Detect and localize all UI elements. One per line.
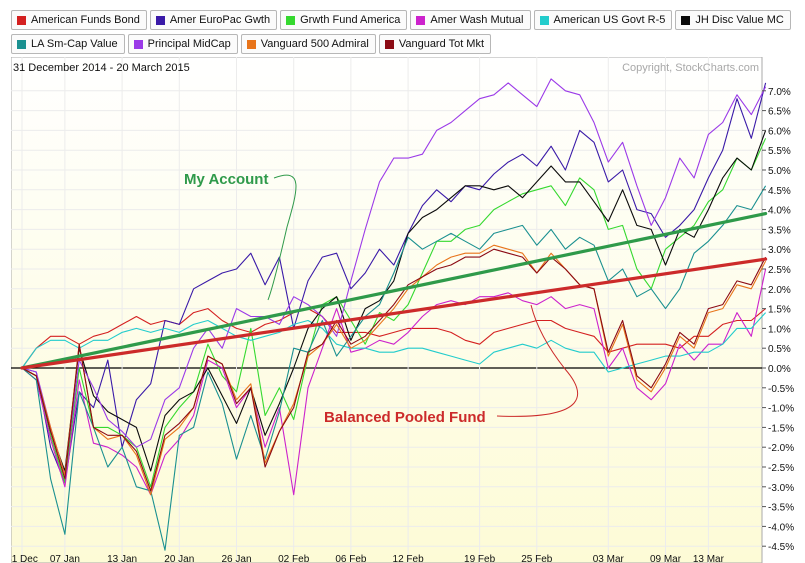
legend-label: Vanguard Tot Mkt — [398, 38, 485, 50]
legend-swatch — [133, 39, 143, 49]
annotation-connector — [496, 304, 578, 417]
y-tick-label: 5.0% — [768, 166, 791, 177]
legend-item[interactable]: American US Govt R-5 — [533, 10, 673, 30]
legend-label: Principal MidCap — [147, 38, 231, 50]
legend-label: Vanguard 500 Admiral — [260, 38, 369, 50]
legend-swatch — [416, 15, 426, 25]
legend: American Funds Bond Amer EuroPac Gwth Grwt… — [0, 0, 805, 58]
y-tick-label: -1.0% — [768, 404, 794, 415]
trend-line — [20, 257, 768, 370]
y-tick-label: 6.0% — [768, 126, 791, 137]
series-line — [21, 308, 766, 369]
legend-label: Grwth Fund America — [300, 14, 401, 26]
y-tick-label: 3.5% — [768, 225, 791, 236]
x-axis: 31 Dec 07 Jan 13 Jan 20 Jan 26 Jan 02 Feb 06 F… — [11, 554, 725, 563]
legend-swatch — [384, 39, 394, 49]
legend-label: JH Disc Value MC — [695, 14, 784, 26]
legend-item[interactable]: Principal MidCap — [127, 34, 238, 54]
legend-label: American US Govt R-5 — [553, 14, 666, 26]
trend-layer — [20, 211, 768, 370]
legend-label: LA Sm-Cap Value — [31, 38, 118, 50]
x-tick-label: 26 Jan — [221, 554, 251, 563]
annotation-connector — [267, 174, 297, 301]
legend-label: Amer Wash Mutual — [430, 14, 524, 26]
y-tick-label: -3.0% — [768, 483, 794, 494]
x-tick-label: 02 Feb — [278, 554, 310, 563]
y-tick-label: 4.5% — [768, 186, 791, 197]
annotation-layer: My Account Balanced Pooled Fund — [184, 171, 578, 426]
series-line — [21, 82, 767, 484]
copyright-label: Copyright, StockCharts.com — [622, 62, 759, 74]
y-tick-label: 3.0% — [768, 245, 791, 256]
legend-swatch — [155, 15, 165, 25]
legend-item[interactable]: JH Disc Value MC — [675, 10, 791, 30]
y-axis: 7.0% 6.5% 6.0% 5.5% 5.0% 4.5% 4.0% 3.5% 3.0% 2.5%… — [762, 87, 794, 553]
series-line — [21, 268, 767, 496]
y-tick-label: 2.5% — [768, 265, 791, 276]
y-tick-label: -4.0% — [768, 522, 794, 533]
x-tick-label: 06 Feb — [335, 554, 367, 563]
date-range-label: 31 December 2014 - 20 March 2015 — [13, 62, 190, 74]
legend-label: American Funds Bond — [31, 14, 140, 26]
x-tick-label: 07 Jan — [50, 554, 80, 563]
y-tick-label: 1.0% — [768, 324, 791, 335]
line-chart: My Account Balanced Pooled Fund 7.0% 6.5% 6… — [11, 57, 794, 563]
y-tick-label: 6.5% — [768, 107, 791, 118]
legend-swatch — [286, 15, 296, 25]
legend-swatch — [681, 15, 691, 25]
y-tick-label: -4.5% — [768, 542, 794, 553]
x-tick-label: 31 Dec — [11, 554, 38, 563]
y-tick-label: 0.0% — [768, 364, 791, 375]
x-tick-label: 09 Mar — [650, 554, 682, 563]
trend-line — [20, 211, 768, 370]
series-line — [21, 312, 767, 373]
y-tick-label: 7.0% — [768, 87, 791, 98]
x-tick-label: 03 Mar — [593, 554, 625, 563]
y-tick-label: -3.5% — [768, 503, 794, 514]
y-tick-label: 1.5% — [768, 305, 791, 316]
series-line — [21, 138, 767, 488]
series-line — [21, 185, 767, 551]
series-line — [21, 130, 767, 472]
y-tick-label: -1.5% — [768, 423, 794, 434]
legend-item[interactable]: Vanguard Tot Mkt — [378, 34, 492, 54]
x-tick-label: 19 Feb — [464, 554, 496, 563]
y-tick-label: 0.5% — [768, 344, 791, 355]
x-tick-label: 13 Mar — [693, 554, 725, 563]
annotation-label: Balanced Pooled Fund — [324, 409, 486, 426]
x-tick-label: 12 Feb — [393, 554, 425, 563]
legend-swatch — [17, 39, 26, 49]
y-tick-label: 4.0% — [768, 206, 791, 217]
legend-swatch — [17, 15, 26, 25]
y-tick-label: -2.0% — [768, 443, 794, 454]
legend-item[interactable]: Vanguard 500 Admiral — [240, 34, 376, 54]
legend-swatch — [246, 39, 256, 49]
x-tick-label: 20 Jan — [164, 554, 194, 563]
legend-item[interactable]: Amer EuroPac Gwth — [149, 10, 278, 30]
x-tick-label: 25 Feb — [521, 554, 553, 563]
legend-item[interactable]: American Funds Bond — [11, 10, 147, 30]
legend-item[interactable]: Amer Wash Mutual — [410, 10, 531, 30]
legend-item[interactable]: Grwth Fund America — [280, 10, 408, 30]
legend-label: Amer EuroPac Gwth — [169, 14, 271, 26]
chart-area: My Account Balanced Pooled Fund 7.0% 6.5% 6… — [11, 57, 805, 563]
series-line — [21, 78, 767, 476]
annotation-label: My Account — [184, 171, 268, 188]
y-tick-label: -0.5% — [768, 384, 794, 395]
series-layer — [21, 78, 767, 551]
series-line — [21, 244, 767, 496]
series-line — [21, 248, 767, 492]
y-tick-label: 5.5% — [768, 146, 791, 157]
y-tick-label: 2.0% — [768, 285, 791, 296]
legend-item[interactable]: LA Sm-Cap Value — [11, 34, 125, 54]
plot-background — [11, 57, 763, 563]
x-tick-label: 13 Jan — [107, 554, 137, 563]
legend-swatch — [539, 15, 549, 25]
y-tick-label: -2.5% — [768, 463, 794, 474]
